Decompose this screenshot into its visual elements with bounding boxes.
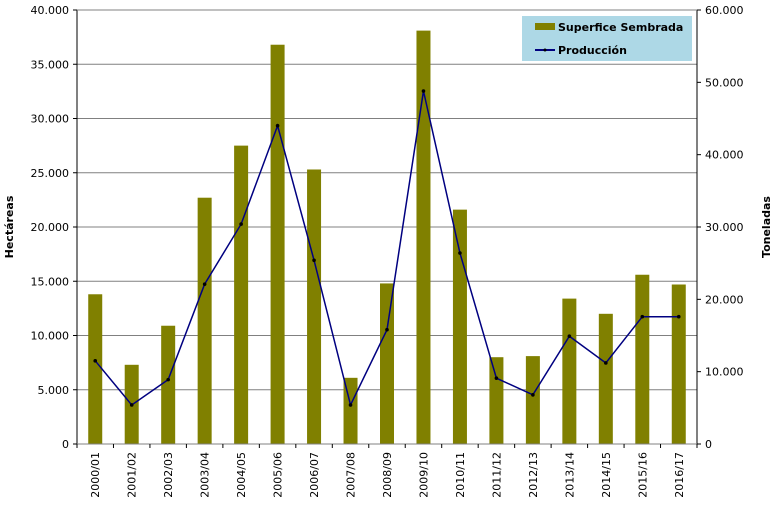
point-2010-11: [458, 251, 462, 255]
line-produccion: [93, 89, 681, 408]
y2-tick-label: 10.000: [705, 366, 744, 379]
bar-2009-10: [416, 30, 431, 445]
x-tick-label: 2006/07: [308, 452, 321, 498]
y-axis-title: Hectáreas: [3, 195, 16, 258]
x-tick-label: 2014/15: [600, 452, 613, 498]
bar-2006-07: [307, 169, 322, 444]
bar-2005-06: [270, 44, 285, 444]
bar-2013-14: [562, 298, 577, 444]
point-2011-12: [494, 376, 499, 380]
point-2008-09: [385, 327, 389, 332]
legend-bar-swatch: [535, 23, 555, 30]
x-tick-label: 2012/13: [527, 452, 540, 498]
x-tick-label: 2005/06: [272, 452, 285, 498]
point-2016-17: [676, 314, 681, 319]
x-tick-label: 2008/09: [381, 452, 394, 498]
y-tick-label: 30.000: [31, 113, 70, 126]
x-tick-label: 2010/11: [454, 452, 467, 498]
bar-2014-15: [598, 313, 613, 444]
y-tick-label: 35.000: [31, 58, 70, 71]
x-tick-label: 2002/03: [162, 452, 175, 498]
x-tick-label: 2001/02: [126, 452, 139, 498]
bar-2008-09: [380, 283, 394, 444]
y-tick-labels: 0 5.000 10.000 15.000 20.000 25.000 30.000 35.0…: [31, 4, 70, 451]
bar-2007-08: [343, 377, 358, 444]
axes: [73, 9, 701, 448]
point-2002-03: [166, 377, 170, 382]
bar-2003-04: [197, 197, 212, 444]
y2-tick-label: 60.000: [705, 4, 744, 17]
point-2012-13: [531, 393, 535, 397]
point-2007-08: [348, 403, 353, 407]
y-tick-label: 5.000: [38, 384, 70, 397]
bar-2000-01: [88, 294, 103, 444]
point-2003-04: [202, 282, 207, 286]
y2-tick-label: 30.000: [705, 221, 744, 234]
x-tick-label: 2007/08: [345, 452, 358, 498]
legend-label-produccion: Producción: [558, 44, 627, 57]
x-tick-label: 2015/16: [636, 452, 649, 498]
point-2014-15: [604, 361, 608, 365]
y2-tick-labels: 0 10.000 20.000 30.000 40.000 50.000 60.000: [705, 4, 744, 451]
y-tick-label: 40.000: [31, 4, 70, 17]
y-tick-label: 15.000: [31, 275, 70, 288]
bar-2012-13: [525, 356, 540, 444]
point-2005-06: [275, 123, 280, 128]
bar-2015-16: [635, 274, 650, 444]
point-2004-05: [239, 222, 243, 226]
y-tick-label: 25.000: [31, 167, 70, 180]
bars-superficie: [88, 30, 686, 445]
point-2015-16: [640, 314, 645, 319]
bar-2004-05: [234, 145, 249, 444]
x-tick-label: 2003/04: [199, 452, 212, 498]
y2-tick-label: 0: [705, 438, 712, 451]
y2-tick-label: 50.000: [705, 76, 744, 89]
y2-tick-label: 20.000: [705, 293, 744, 306]
x-tick-labels: 2000/01 2001/02 2002/03 2003/04 2004/05 2005/…: [89, 452, 686, 498]
y2-axis-title: Toneladas: [760, 196, 773, 258]
bar-2002-03: [161, 325, 176, 444]
point-2009-10: [421, 89, 426, 93]
y-tick-label: 0: [62, 438, 69, 451]
x-tick-label: 2013/14: [563, 452, 576, 498]
x-tick-label: 2000/01: [89, 452, 102, 498]
x-tick-label: 2016/17: [673, 452, 686, 498]
legend-line-marker: [543, 48, 547, 52]
y2-tick-label: 40.000: [705, 149, 744, 162]
bar-2011-12: [489, 357, 504, 444]
y-tick-label: 20.000: [31, 221, 70, 234]
x-tick-label: 2011/12: [490, 452, 503, 498]
gridlines: [77, 9, 697, 391]
x-tick-label: 2004/05: [235, 452, 248, 498]
point-2013-14: [567, 334, 572, 339]
point-2001-02: [129, 403, 134, 407]
bar-2010-11: [452, 209, 467, 444]
point-2000-01: [93, 359, 98, 363]
bar-2016-17: [671, 284, 686, 444]
legend-label-superficie: Superfice Sembrada: [558, 21, 683, 34]
legend: Superfice Sembrada Producción: [522, 16, 692, 61]
point-2006-07: [312, 258, 316, 263]
y-tick-label: 10.000: [31, 330, 70, 343]
x-tick-label: 2009/10: [417, 452, 430, 498]
